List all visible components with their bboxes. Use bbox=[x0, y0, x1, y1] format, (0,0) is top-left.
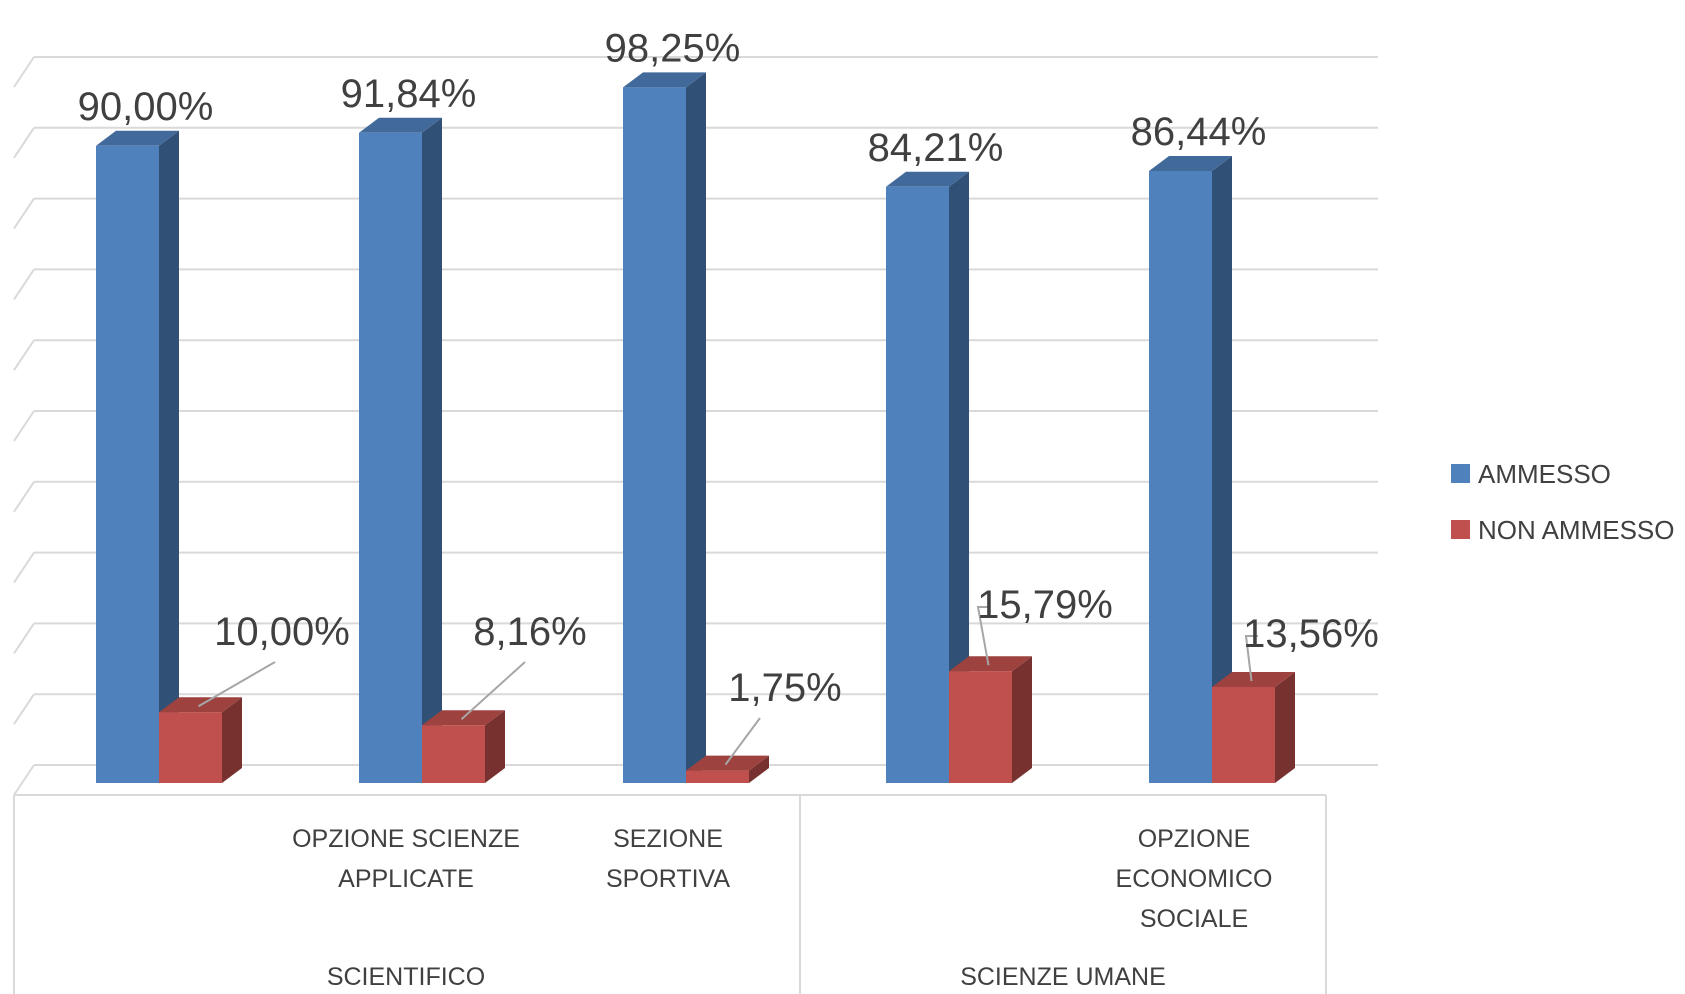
leader-line bbox=[197, 661, 276, 708]
bars bbox=[96, 72, 1295, 784]
gridline-side bbox=[13, 622, 35, 654]
bar-ammesso-side bbox=[1212, 156, 1232, 783]
data-label-ammesso: 84,21% bbox=[868, 126, 1004, 170]
data-label-ammesso: 91,84% bbox=[341, 72, 477, 116]
data-label-non-ammesso: 15,79% bbox=[977, 583, 1113, 627]
bar-ammesso-top bbox=[96, 130, 179, 146]
bar-ammesso-front bbox=[359, 132, 422, 783]
data-label-non-ammesso: 1,75% bbox=[728, 666, 841, 710]
bar-non-ammesso-side bbox=[749, 755, 769, 783]
category-label: SPORTIVA bbox=[606, 865, 730, 893]
group-label: SCIENZE UMANE bbox=[960, 963, 1166, 991]
bar-ammesso bbox=[623, 72, 706, 783]
category-label: SEZIONE bbox=[613, 825, 723, 853]
bar-ammesso bbox=[359, 117, 442, 783]
bar-non-ammesso-front bbox=[422, 725, 485, 783]
category-axis: OPZIONE SCIENZE APPLICATE SEZIONE SPORTIVA O… bbox=[13, 794, 1327, 994]
category-label: SOCIALE bbox=[1140, 905, 1248, 933]
bar-non-ammesso-side bbox=[1275, 671, 1295, 783]
gridline-side bbox=[13, 693, 35, 725]
bar-non-ammesso bbox=[949, 656, 1032, 783]
bar-non-ammesso-front bbox=[686, 770, 749, 783]
bar-ammesso bbox=[886, 171, 969, 783]
category-label: OPZIONE bbox=[1138, 825, 1251, 853]
bar-ammesso-top bbox=[1149, 156, 1232, 172]
legend-swatch bbox=[1451, 520, 1470, 539]
category-label: OPZIONE SCIENZE bbox=[292, 825, 520, 853]
bar-non-ammesso-top bbox=[1212, 671, 1295, 687]
data-label-ammesso: 90,00% bbox=[78, 85, 214, 129]
legend: AMMESSO NON AMMESSO bbox=[1451, 459, 1674, 545]
bar-non-ammesso-side bbox=[222, 697, 242, 783]
gridline-side bbox=[13, 127, 35, 159]
leader-line bbox=[460, 661, 526, 720]
bar-ammesso-side bbox=[159, 130, 179, 784]
data-label-non-ammesso: 10,00% bbox=[214, 610, 350, 654]
bar-ammesso-top bbox=[886, 171, 969, 187]
data-label-non-ammesso: 13,56% bbox=[1243, 612, 1379, 656]
gridline-side bbox=[13, 268, 35, 300]
gridline-side bbox=[13, 198, 35, 230]
category-label: ECONOMICO bbox=[1116, 865, 1273, 893]
data-labels: 90,00% 10,00% 91,84% 8,16% 98,25% 1,75% 84,21%… bbox=[78, 26, 1379, 766]
bar-non-ammesso bbox=[159, 697, 242, 783]
gridline-side bbox=[13, 552, 35, 584]
bar-ammesso bbox=[1149, 156, 1232, 783]
bar-non-ammesso bbox=[1212, 671, 1295, 783]
bar-non-ammesso-front bbox=[159, 712, 222, 783]
leader-line bbox=[1244, 635, 1258, 682]
bar-ammesso-side bbox=[949, 171, 969, 783]
legend-swatch bbox=[1451, 464, 1470, 483]
leader-line bbox=[976, 606, 990, 666]
group-label: SCIENTIFICO bbox=[327, 963, 485, 991]
gridline-side bbox=[13, 56, 35, 88]
bar-ammesso-side bbox=[686, 72, 706, 783]
data-label-ammesso: 98,25% bbox=[605, 26, 741, 70]
legend-label: AMMESSO bbox=[1478, 459, 1611, 489]
bar-non-ammesso-front bbox=[1212, 686, 1275, 783]
bar-non-ammesso-side bbox=[485, 710, 505, 783]
bar-ammesso-side bbox=[422, 117, 442, 783]
leader-line bbox=[724, 717, 761, 766]
data-label-non-ammesso: 8,16% bbox=[473, 610, 586, 654]
bar-ammesso-front bbox=[886, 186, 949, 783]
bar-non-ammesso bbox=[422, 710, 505, 783]
category-label: APPLICATE bbox=[338, 865, 474, 893]
data-label-ammesso: 86,44% bbox=[1131, 110, 1267, 154]
gridline-side bbox=[13, 410, 35, 442]
bar-ammesso-front bbox=[96, 145, 159, 784]
bar-ammesso bbox=[96, 130, 179, 784]
bar-non-ammesso-top bbox=[949, 656, 1032, 672]
bar-non-ammesso-front bbox=[949, 671, 1012, 783]
bar-ammesso-top bbox=[359, 117, 442, 133]
bar-ammesso-front bbox=[1149, 171, 1212, 783]
gridline-side bbox=[13, 481, 35, 513]
gridline-side bbox=[13, 339, 35, 371]
bar-non-ammesso-side bbox=[1012, 656, 1032, 783]
bar-ammesso-front bbox=[623, 87, 686, 783]
bar-ammesso-top bbox=[623, 72, 706, 88]
legend-label: NON AMMESSO bbox=[1478, 515, 1674, 545]
gridline-side bbox=[13, 764, 35, 796]
